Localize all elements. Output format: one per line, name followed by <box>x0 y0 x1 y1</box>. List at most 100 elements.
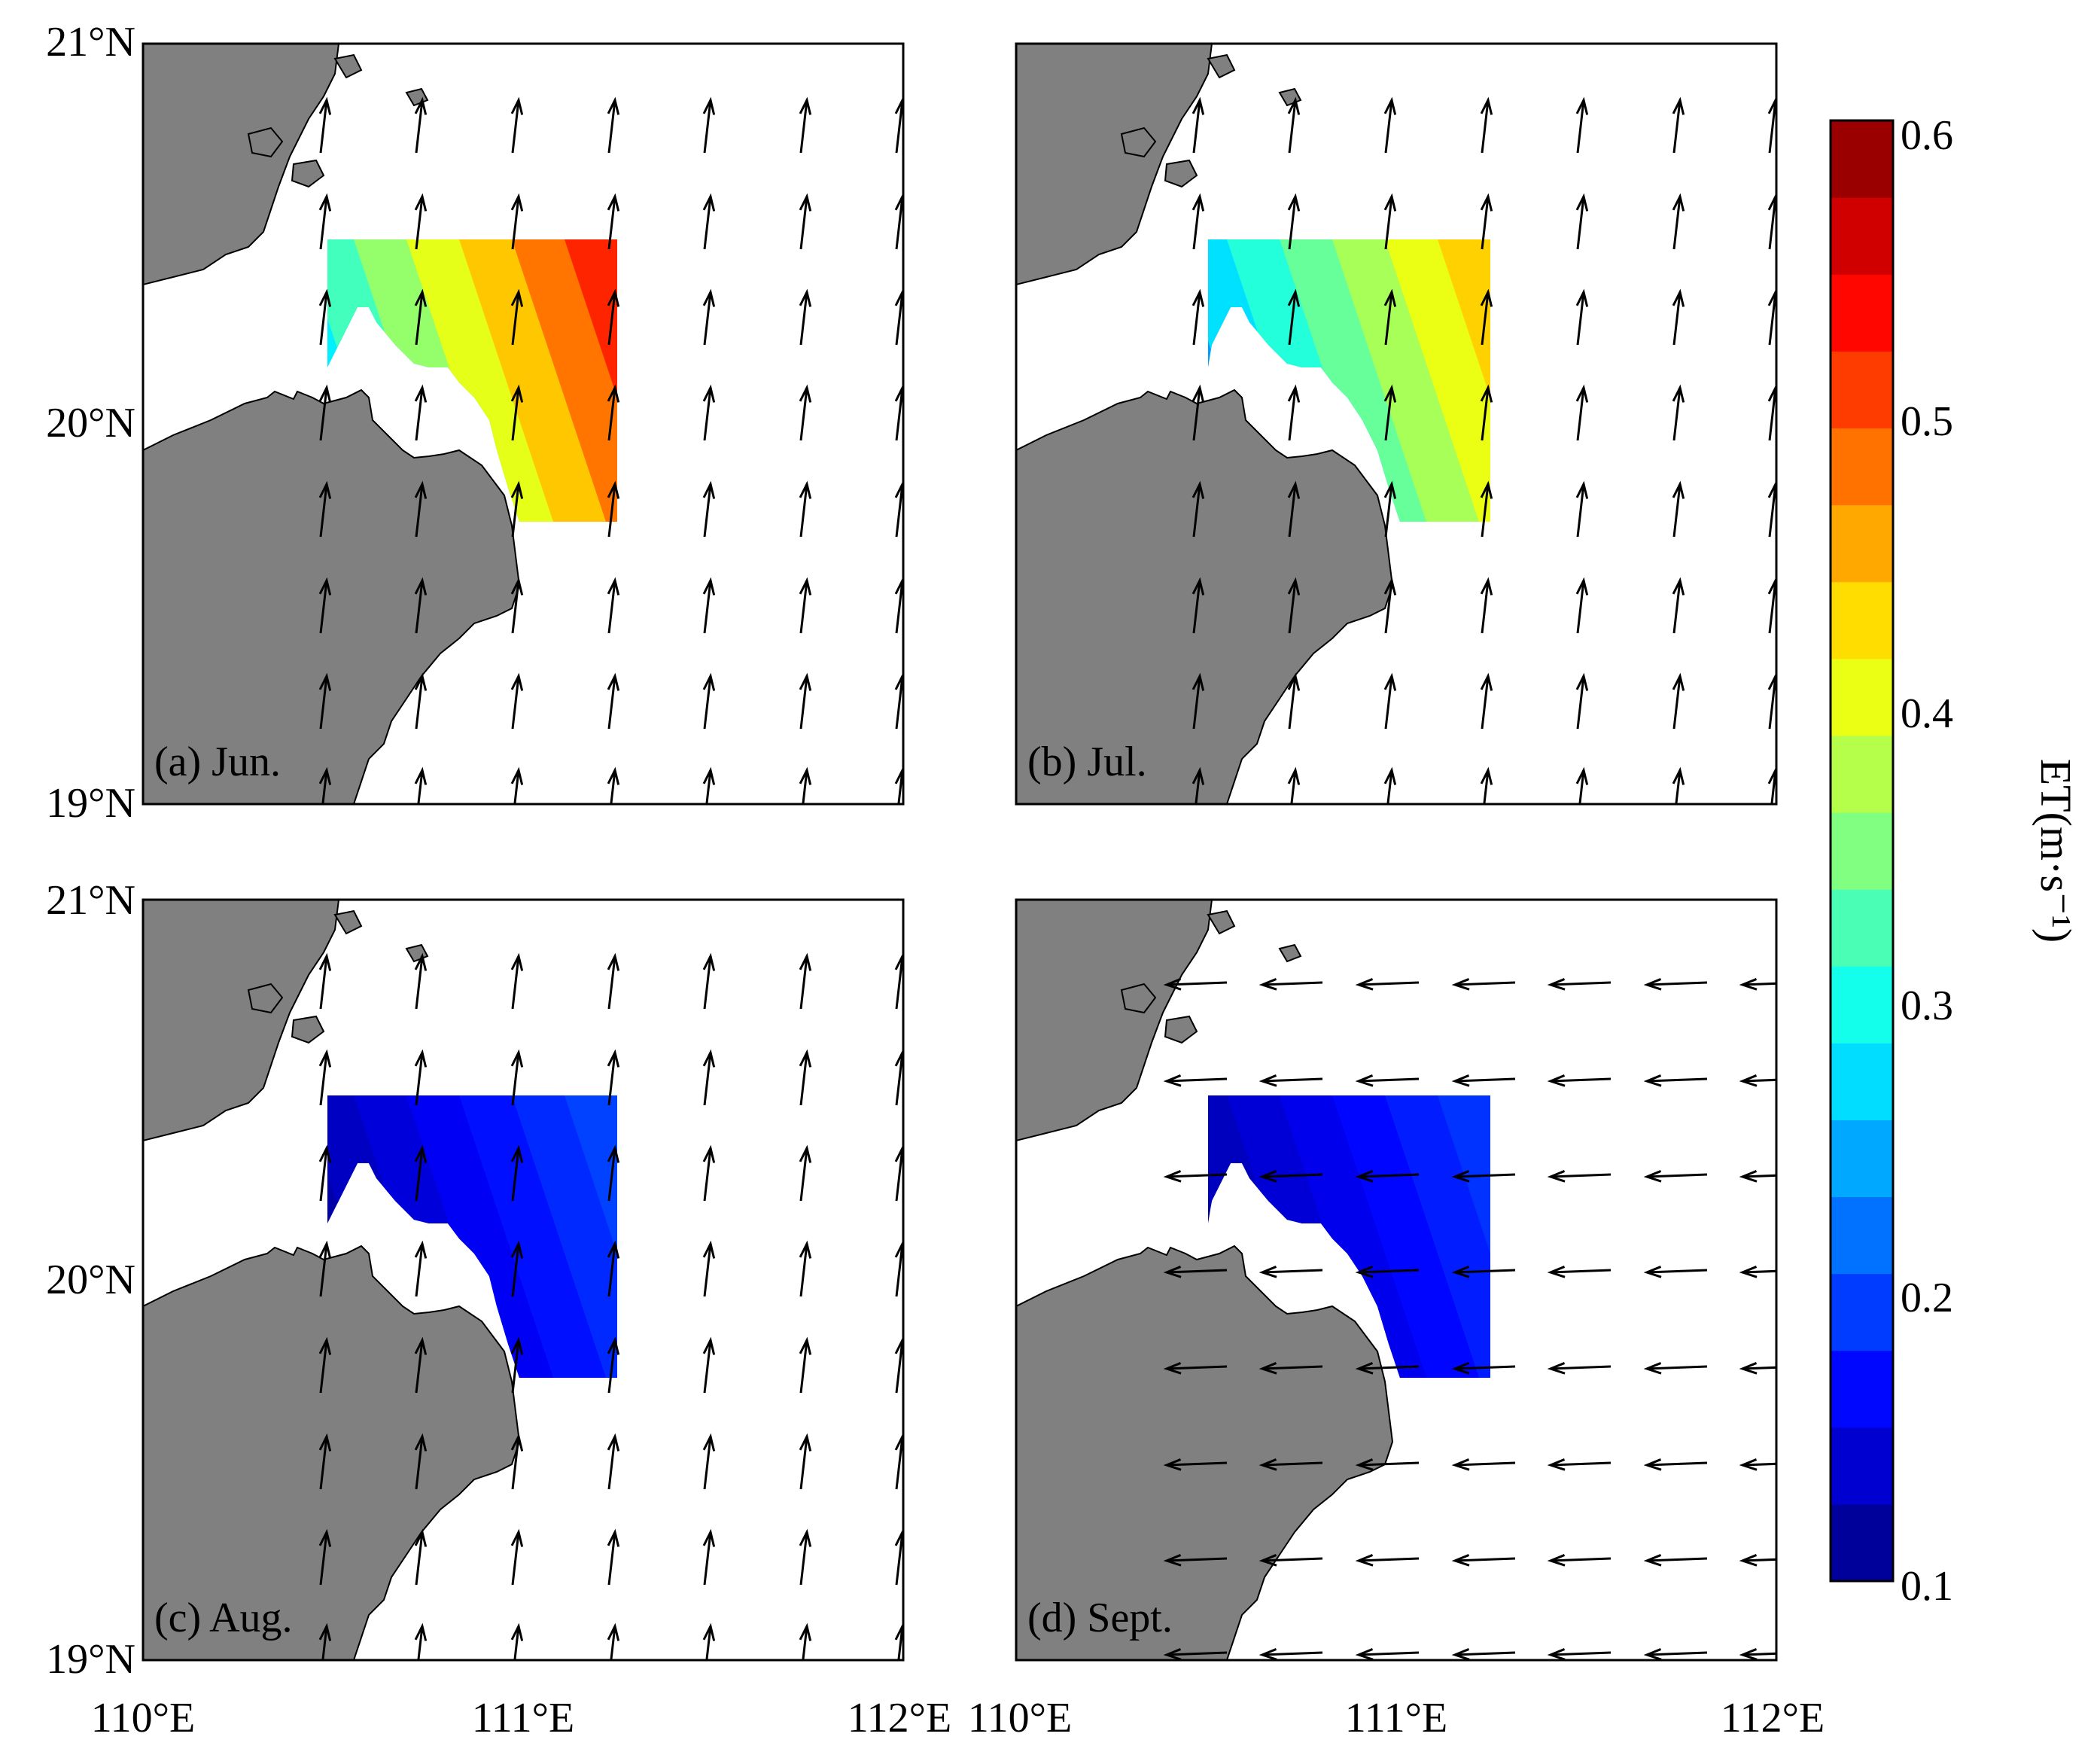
wind-arrow <box>1192 387 1201 441</box>
wind-arrow <box>703 1339 712 1394</box>
wind-arrowhead <box>1355 978 1374 991</box>
wind-arrowhead <box>318 1433 332 1452</box>
wind-arrow <box>1192 291 1201 346</box>
wind-arrows-a <box>318 96 903 804</box>
wind-arrowhead <box>1643 978 1662 991</box>
wind-arrow <box>415 99 424 154</box>
wind-arrowhead <box>318 1528 332 1547</box>
wind-arrowhead <box>607 672 620 691</box>
leizhou-coast <box>1016 900 1213 1142</box>
wind-arrowhead <box>414 1144 428 1163</box>
wind-arrow <box>895 1436 903 1490</box>
wind-arrowhead <box>318 577 332 596</box>
wind-arrow <box>319 580 328 634</box>
wind-arrow <box>415 483 424 538</box>
field-band <box>602 1095 617 1378</box>
wind-arrow <box>1288 291 1297 346</box>
wind-arrowhead <box>799 288 812 307</box>
island <box>1164 159 1198 188</box>
wind-arrow <box>511 196 520 250</box>
wind-arrowhead <box>1287 577 1301 596</box>
wind-arrowhead <box>510 766 524 785</box>
wind-arrow <box>895 1243 903 1297</box>
wind-arrow <box>1166 1651 1228 1656</box>
wind-arrowhead <box>702 384 716 403</box>
wind-arrowhead <box>414 766 428 785</box>
wind-arrow <box>607 1147 616 1202</box>
wind-arrow <box>1454 1269 1516 1274</box>
wind-arrow <box>703 387 712 441</box>
wind-arrow <box>1262 1077 1323 1083</box>
wind-arrow <box>1358 1365 1420 1370</box>
wind-arrowhead <box>1575 384 1589 403</box>
wind-arrowhead <box>414 1240 428 1259</box>
wind-arrow <box>415 580 424 634</box>
wind-arrow <box>1742 1462 1776 1467</box>
wind-arrow <box>610 769 616 804</box>
island <box>405 943 429 963</box>
colorbar-band <box>1831 1504 1893 1582</box>
wind-arrow <box>1192 196 1201 250</box>
wind-arrowhead <box>1672 96 1685 115</box>
island <box>1207 53 1236 79</box>
wind-arrowhead <box>1480 577 1493 596</box>
island <box>333 53 363 79</box>
wind-arrowhead <box>414 96 428 115</box>
colorbar-band <box>1831 735 1893 813</box>
wind-arrowhead <box>702 1240 716 1259</box>
wind-arrowhead <box>1480 384 1493 403</box>
cbar-tick-0-4: 0.4 <box>1901 690 1953 737</box>
wind-arrow <box>415 1531 424 1586</box>
colorbar-band <box>1831 274 1893 352</box>
wind-arrow <box>1646 1173 1708 1178</box>
wind-arrow <box>1646 981 1708 986</box>
wind-arrow <box>319 955 328 1010</box>
hainan-coast <box>1016 1245 1394 1660</box>
wind-arrow <box>607 1436 616 1490</box>
wind-arrowhead <box>510 480 524 499</box>
cbar-tick-0-6: 0.6 <box>1901 112 1953 159</box>
wind-arrow <box>799 99 808 154</box>
island <box>1164 1015 1198 1044</box>
wind-arrowhead <box>702 1049 716 1068</box>
wind-arrow <box>1262 1461 1323 1467</box>
wind-arrowhead <box>1672 672 1685 691</box>
field-band <box>549 1095 617 1378</box>
wind-arrow <box>319 1531 328 1586</box>
wind-arrowhead <box>799 577 812 596</box>
field-b <box>1208 239 1490 522</box>
wind-arrow <box>1550 1269 1612 1274</box>
wind-arrowhead <box>1192 193 1205 212</box>
wind-arrowhead <box>1480 480 1493 499</box>
wind-arrow <box>799 580 808 634</box>
lon-tick-112e-left: 112°E <box>848 1695 952 1741</box>
wind-arrow <box>895 291 903 346</box>
lat-tick-21n-top: 21°N <box>46 19 135 66</box>
wind-arrow <box>705 1625 712 1660</box>
wind-arrowhead <box>1258 978 1277 991</box>
wind-arrow <box>1454 1365 1516 1370</box>
cbar-tick-0-1: 0.1 <box>1901 1563 1953 1610</box>
wind-arrow <box>1768 387 1776 441</box>
island <box>1278 943 1302 963</box>
wind-arrow <box>703 1243 712 1297</box>
wind-arrowhead <box>1451 978 1470 991</box>
lon-tick-111e-left: 111°E <box>472 1695 574 1741</box>
wind-arrow <box>1288 99 1297 154</box>
wind-arrow <box>1262 1269 1323 1274</box>
island <box>1120 126 1157 158</box>
wind-arrowhead <box>1355 1170 1374 1183</box>
wind-arrow <box>607 580 616 634</box>
island <box>333 909 363 935</box>
lat-tick-20n-top: 20°N <box>46 400 135 446</box>
wind-arrowhead <box>414 952 428 971</box>
wind-arrowhead <box>1739 1362 1758 1375</box>
wind-arrow <box>1192 675 1201 730</box>
colorbar-band <box>1831 966 1893 1043</box>
wind-arrowhead <box>1355 1074 1374 1087</box>
wind-arrow <box>1358 1557 1420 1562</box>
wind-arrow <box>1550 981 1612 986</box>
wind-arrow <box>1192 483 1201 538</box>
wind-arrow <box>610 1625 616 1660</box>
wind-arrow <box>799 1531 808 1586</box>
